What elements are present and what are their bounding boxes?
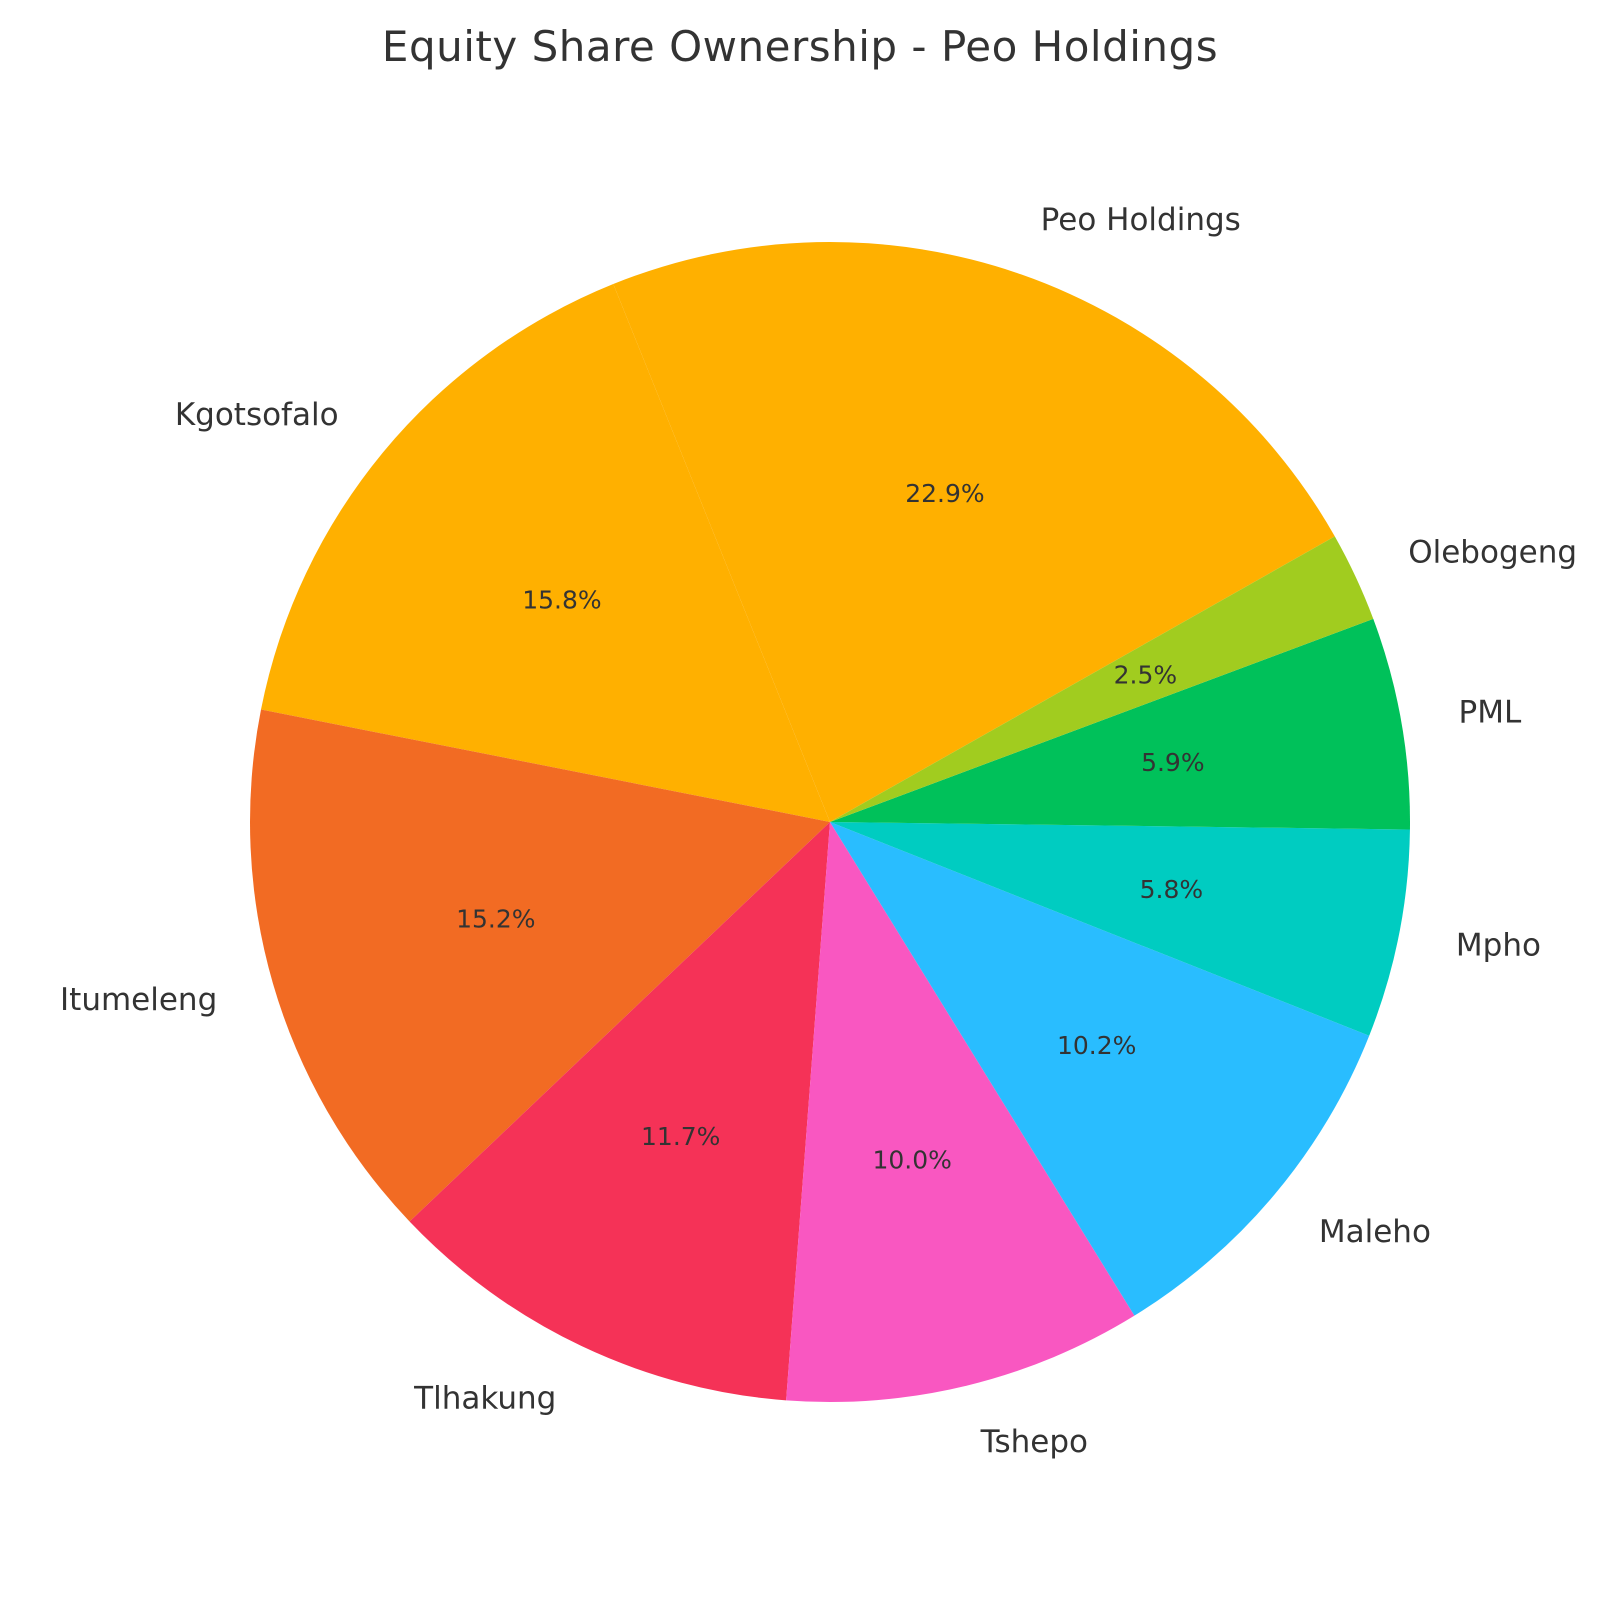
pie-pct-label-tshepo: 10.0% [872, 1146, 951, 1175]
pie-pct-label-maleho: 10.2% [1057, 1031, 1136, 1060]
pie-labels: 22.9% Peo Holdings 15.8% Kgotsofalo 15.2% Itu… [60, 202, 1577, 1460]
pie-pct-label-peo-holdings: 22.9% [905, 479, 984, 508]
pie-slice-maleho [830, 822, 1370, 1316]
pie-slice-peo-holdings [613, 242, 1335, 823]
pie-pct-label-itumeleng: 15.2% [456, 904, 535, 933]
pie-pct-label-mpho: 5.8% [1140, 875, 1204, 904]
pie-slices [250, 242, 1410, 1402]
pie-category-label-tshepo: Tshepo [980, 1424, 1088, 1460]
pie-category-label-pml: PML [1459, 695, 1522, 731]
pie-slice-mpho [830, 822, 1410, 1036]
pie-category-label-peo-holdings: Peo Holdings [1041, 202, 1241, 238]
pie-pct-label-pml: 5.9% [1141, 748, 1205, 777]
pie-slice-kgotsofalo [261, 284, 830, 823]
pie-pct-label-kgotsofalo: 15.8% [522, 586, 601, 615]
pie-category-label-maleho: Maleho [1319, 1214, 1431, 1250]
pie-slice-pml [830, 618, 1410, 830]
pie-category-label-itumeleng: Itumeleng [60, 982, 217, 1018]
pie-category-label-tlhakung: Tlhakung [413, 1380, 556, 1416]
pie-pct-label-olebogeng: 2.5% [1114, 660, 1178, 689]
pie-slice-tlhakung [409, 822, 830, 1401]
pie-slice-tshepo [786, 822, 1135, 1402]
pie-category-label-mpho: Mpho [1456, 928, 1541, 964]
pie-category-label-kgotsofalo: Kgotsofalo [175, 397, 339, 433]
pie-category-label-olebogeng: Olebogeng [1408, 534, 1577, 570]
pie-slice-itumeleng [250, 709, 831, 1222]
pie-slice-olebogeng [830, 536, 1374, 822]
pie-pct-label-tlhakung: 11.7% [641, 1122, 720, 1151]
chart-title: Equity Share Ownership - Peo Holdings [381, 22, 1219, 71]
